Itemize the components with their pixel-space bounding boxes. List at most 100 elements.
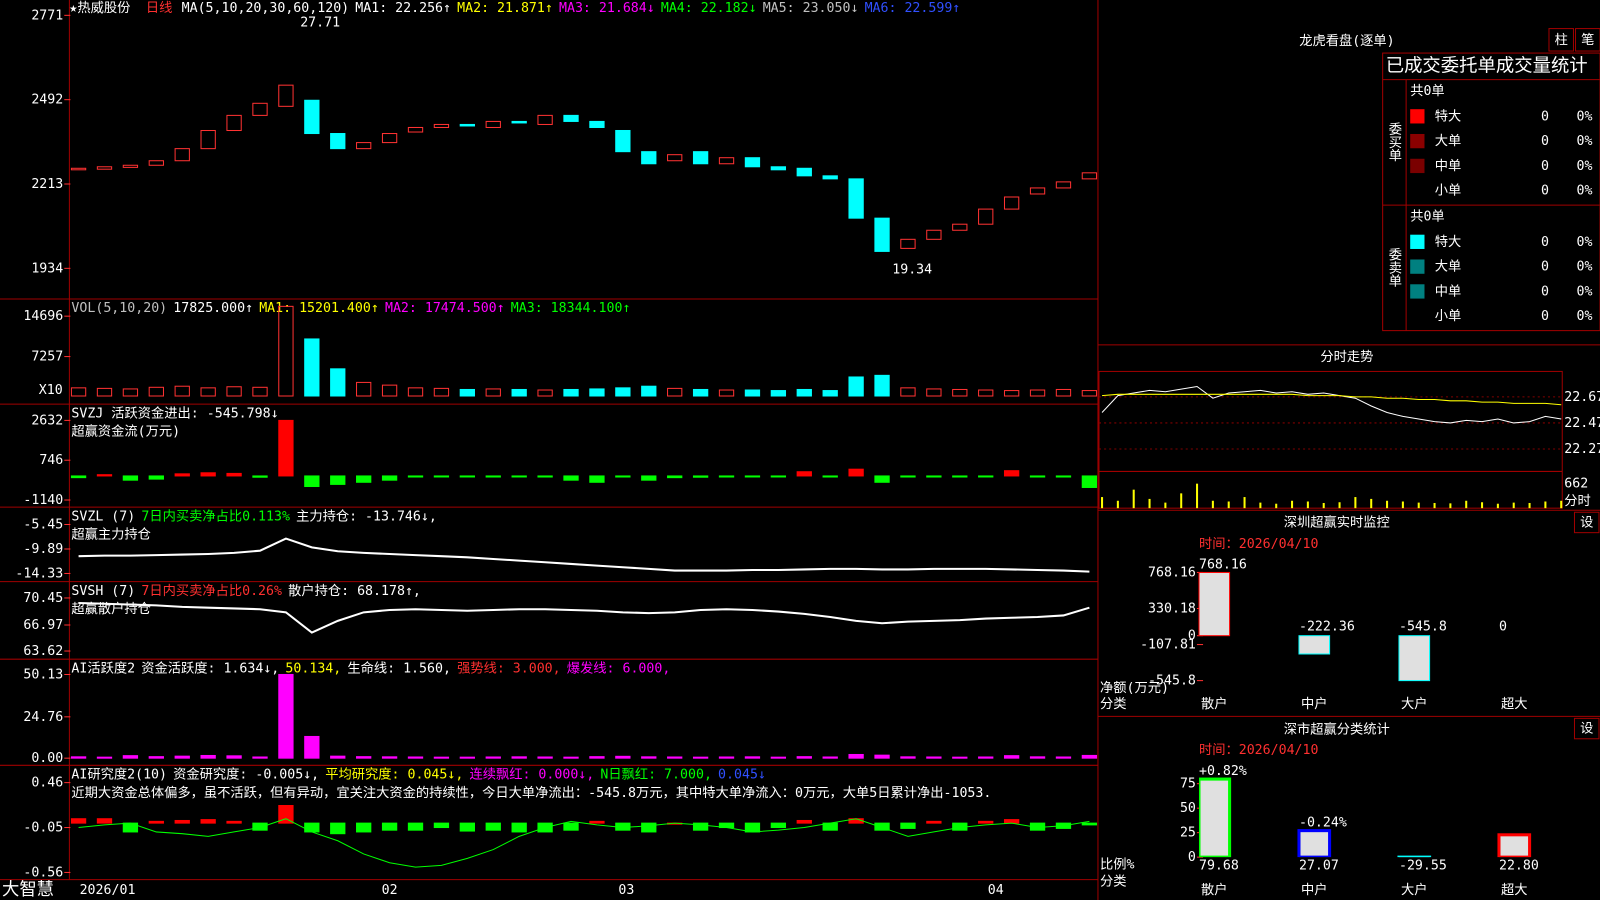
- bar: [304, 735, 320, 759]
- bar: [381, 384, 398, 397]
- button[interactable]: 柱: [1555, 32, 1568, 48]
- volume-unit: 分时: [1564, 493, 1591, 509]
- bar: [148, 475, 164, 480]
- y-tick-label: 63.62: [23, 644, 63, 659]
- bar: [511, 388, 527, 397]
- bar: [848, 753, 864, 759]
- bar: [615, 475, 631, 478]
- row-count: 0: [1541, 284, 1549, 299]
- bar: [485, 822, 501, 831]
- candle: [744, 157, 761, 168]
- y-tick-label: 75: [1180, 777, 1196, 792]
- bar: [1198, 571, 1231, 637]
- bar: [407, 822, 424, 831]
- candle: [667, 154, 683, 162]
- button[interactable]: 设: [1580, 721, 1593, 737]
- bar: [252, 756, 268, 759]
- color-swatch: [1410, 133, 1425, 149]
- bar: [330, 755, 346, 759]
- bar: [641, 385, 657, 397]
- header-item: SVSH (7): [71, 584, 135, 599]
- value-label: 0: [1499, 619, 1507, 634]
- y-tick-label: 768.16: [1148, 565, 1196, 580]
- bar: [692, 756, 709, 759]
- candle: [848, 178, 864, 219]
- candle: [589, 120, 605, 128]
- color-swatch: [1410, 284, 1425, 299]
- button[interactable]: 笔: [1581, 32, 1594, 48]
- header-item: MA6: 22.599↑: [865, 1, 961, 16]
- candle: [278, 84, 294, 107]
- bar: [615, 755, 631, 759]
- candle: [822, 175, 838, 180]
- bar: [641, 822, 657, 833]
- time: 时间：2026/04/10: [1199, 536, 1319, 552]
- bar: [874, 374, 890, 397]
- bar: [356, 822, 372, 833]
- candle: [148, 160, 164, 166]
- bar: [563, 475, 579, 481]
- header-item: 资金研究度: -0.005↓,: [173, 766, 319, 782]
- y-tick-label: 2771: [31, 8, 63, 23]
- bar: [70, 818, 87, 824]
- bar: [744, 475, 761, 478]
- bar: [822, 390, 838, 397]
- bar: [1198, 777, 1232, 858]
- header-item: MA4: 22.182↓: [661, 1, 757, 16]
- bar: [563, 822, 579, 831]
- candle: [770, 166, 787, 171]
- change-label: +0.82%: [1199, 764, 1247, 779]
- y-tick-label: -1140: [23, 493, 63, 508]
- y-tick-label: 7257: [31, 350, 63, 365]
- category-label: 散户: [1201, 881, 1228, 898]
- candle: [485, 120, 501, 128]
- bar: [122, 388, 139, 397]
- row-name: 特大: [1435, 234, 1462, 250]
- row-ratio: 0%: [1577, 235, 1593, 250]
- bar: [278, 419, 294, 477]
- value-label: 79.68: [1199, 858, 1239, 873]
- y-tick-label: 2213: [31, 177, 63, 192]
- bar: [148, 820, 164, 824]
- button[interactable]: 设: [1580, 514, 1593, 530]
- bar: [330, 368, 346, 397]
- y-tick-label: 0.00: [31, 751, 63, 766]
- bar: [459, 822, 476, 832]
- bar: [407, 387, 424, 397]
- bar: [1497, 833, 1532, 858]
- bar: [459, 756, 476, 759]
- y-tick-label: 0: [1188, 629, 1196, 644]
- value-label: -545.8: [1399, 619, 1447, 634]
- y-tick-label: 1934: [31, 261, 63, 276]
- indicator-line: [78, 537, 1090, 573]
- candle: [356, 142, 372, 150]
- bar: [304, 338, 320, 397]
- bar: [407, 756, 424, 759]
- candle: [563, 114, 579, 122]
- color-swatch: [1410, 158, 1425, 174]
- bar: [615, 387, 631, 397]
- header-item: SVZL (7): [71, 509, 135, 524]
- value-label: 27.07: [1299, 858, 1339, 873]
- bar: [200, 819, 216, 824]
- category-label: 超大: [1501, 696, 1528, 712]
- bar: [900, 387, 916, 397]
- bar: [1081, 754, 1098, 759]
- y-tick-label: 22.27: [1564, 442, 1600, 457]
- candle: [226, 114, 242, 132]
- section-total: 共0单: [1410, 83, 1444, 99]
- row-count: 0: [1541, 109, 1549, 124]
- bar: [589, 475, 605, 483]
- header-item: 17825.000↑: [173, 301, 253, 316]
- low-label: 19.34: [892, 262, 932, 277]
- row-ratio: 0%: [1577, 109, 1593, 124]
- header-item: 散户持仓: 68.178↑,: [288, 582, 421, 599]
- bar: [200, 387, 216, 397]
- row-count: 0: [1541, 134, 1549, 149]
- bar: [433, 822, 450, 829]
- bar: [874, 822, 890, 831]
- row-ratio: 0%: [1577, 260, 1593, 275]
- indicator-note: 近期大资金总体偏多，虽不活跃，但有异动，宜关注大资金的持续性，今日大单净流出：-…: [71, 784, 991, 801]
- y-tick-label: 2632: [31, 413, 63, 428]
